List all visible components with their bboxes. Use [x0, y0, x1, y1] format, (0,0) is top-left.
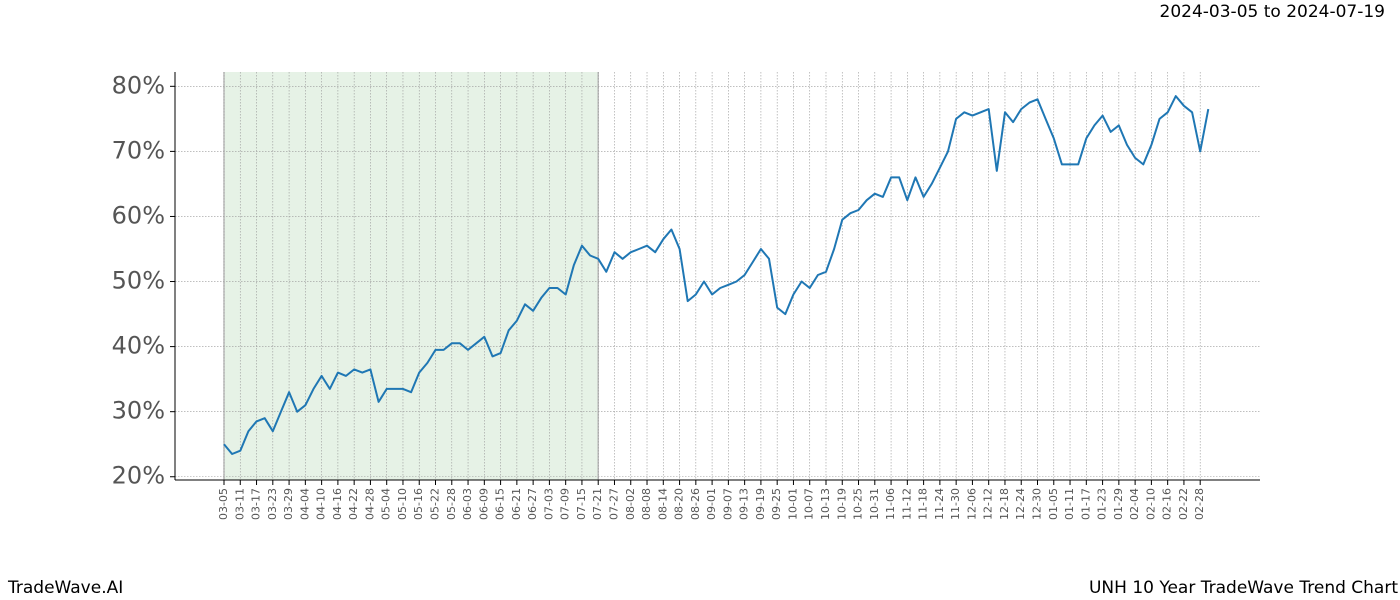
y-tick-label: 30% — [112, 397, 165, 425]
x-tick-label: 03-11 — [233, 488, 246, 520]
x-tick-label: 11-18 — [917, 488, 930, 520]
y-tick-label: 50% — [112, 267, 165, 295]
highlight-region — [224, 72, 599, 480]
x-tick-label: 05-10 — [396, 488, 409, 520]
x-tick-label: 03-05 — [217, 488, 230, 520]
x-tick-label: 05-22 — [429, 488, 442, 520]
x-tick-label: 08-20 — [673, 488, 686, 520]
x-tick-label: 10-01 — [786, 488, 799, 520]
x-tick-label: 05-04 — [380, 488, 393, 520]
x-tick-label: 02-10 — [1144, 488, 1157, 520]
x-tick-label: 11-30 — [949, 488, 962, 520]
x-tick-label: 09-07 — [721, 488, 734, 520]
x-tick-label: 02-04 — [1128, 488, 1141, 520]
x-tick-label: 04-28 — [363, 488, 376, 520]
y-tick-label: 40% — [112, 332, 165, 360]
x-tick-label: 07-03 — [542, 488, 555, 520]
x-tick-label: 08-08 — [640, 488, 653, 520]
x-tick-label: 10-19 — [835, 488, 848, 520]
x-tick-label: 12-06 — [965, 488, 978, 520]
subtitle: 2024-03-05 to 2024-07-19 — [1160, 2, 1385, 22]
x-tick-label: 09-25 — [770, 488, 783, 520]
x-tick-label: 05-28 — [445, 488, 458, 520]
x-tick-label: 06-21 — [510, 488, 523, 520]
x-tick-label: 06-15 — [494, 488, 507, 520]
x-tick-label: 03-29 — [282, 488, 295, 520]
x-tick-label: 11-06 — [884, 488, 897, 520]
x-tick-label: 10-25 — [852, 488, 865, 520]
x-tick-label: 12-12 — [982, 488, 995, 520]
x-tick-label: 03-17 — [250, 488, 263, 520]
x-tick-label: 10-31 — [868, 488, 881, 520]
y-tick-label: 80% — [112, 71, 165, 99]
x-tick-label: 04-10 — [315, 488, 328, 520]
footer-right: UNH 10 Year TradeWave Trend Chart — [1089, 578, 1398, 598]
x-tick-label: 09-01 — [705, 488, 718, 520]
y-tick-label: 70% — [112, 136, 165, 164]
x-tick-label: 12-30 — [1031, 488, 1044, 520]
x-tick-label: 10-07 — [803, 488, 816, 520]
x-tick-label: 12-18 — [998, 488, 1011, 520]
x-tick-label: 12-24 — [1014, 488, 1027, 520]
x-tick-label: 07-15 — [575, 488, 588, 520]
trend-line — [223, 95, 1210, 455]
x-tick-label: 05-16 — [412, 488, 425, 520]
x-tick-label: 01-11 — [1063, 488, 1076, 520]
x-tick-label: 08-14 — [656, 488, 669, 520]
x-tick-label: 10-13 — [819, 488, 832, 520]
x-tick-label: 02-22 — [1177, 488, 1190, 520]
x-tick-label: 01-05 — [1047, 488, 1060, 520]
x-tick-label: 02-16 — [1161, 488, 1174, 520]
x-tick-label: 09-13 — [738, 488, 751, 520]
x-tick-label: 11-24 — [933, 488, 946, 520]
x-tick-label: 08-02 — [624, 488, 637, 520]
x-tick-label: 07-09 — [559, 488, 572, 520]
x-tick-label: 02-28 — [1193, 488, 1206, 520]
x-tick-label: 06-09 — [477, 488, 490, 520]
x-tick-label: 04-16 — [331, 488, 344, 520]
x-tick-label: 07-27 — [607, 488, 620, 520]
x-tick-label: 01-29 — [1112, 488, 1125, 520]
x-tick-label: 04-22 — [347, 488, 360, 520]
y-tick-label: 60% — [112, 201, 165, 229]
x-tick-label: 08-26 — [689, 488, 702, 520]
x-tick-label: 01-23 — [1096, 488, 1109, 520]
x-tick-label: 03-23 — [266, 488, 279, 520]
x-tick-label: 06-27 — [526, 488, 539, 520]
x-tick-label: 07-21 — [591, 488, 604, 520]
x-tick-label: 04-04 — [298, 488, 311, 520]
y-tick-label: 20% — [112, 462, 165, 490]
x-tick-label: 01-17 — [1079, 488, 1092, 520]
footer-left: TradeWave.AI — [7, 578, 123, 598]
x-tick-label: 09-19 — [754, 488, 767, 520]
x-tick-label: 11-12 — [900, 488, 913, 520]
x-tick-label: 06-03 — [461, 488, 474, 520]
